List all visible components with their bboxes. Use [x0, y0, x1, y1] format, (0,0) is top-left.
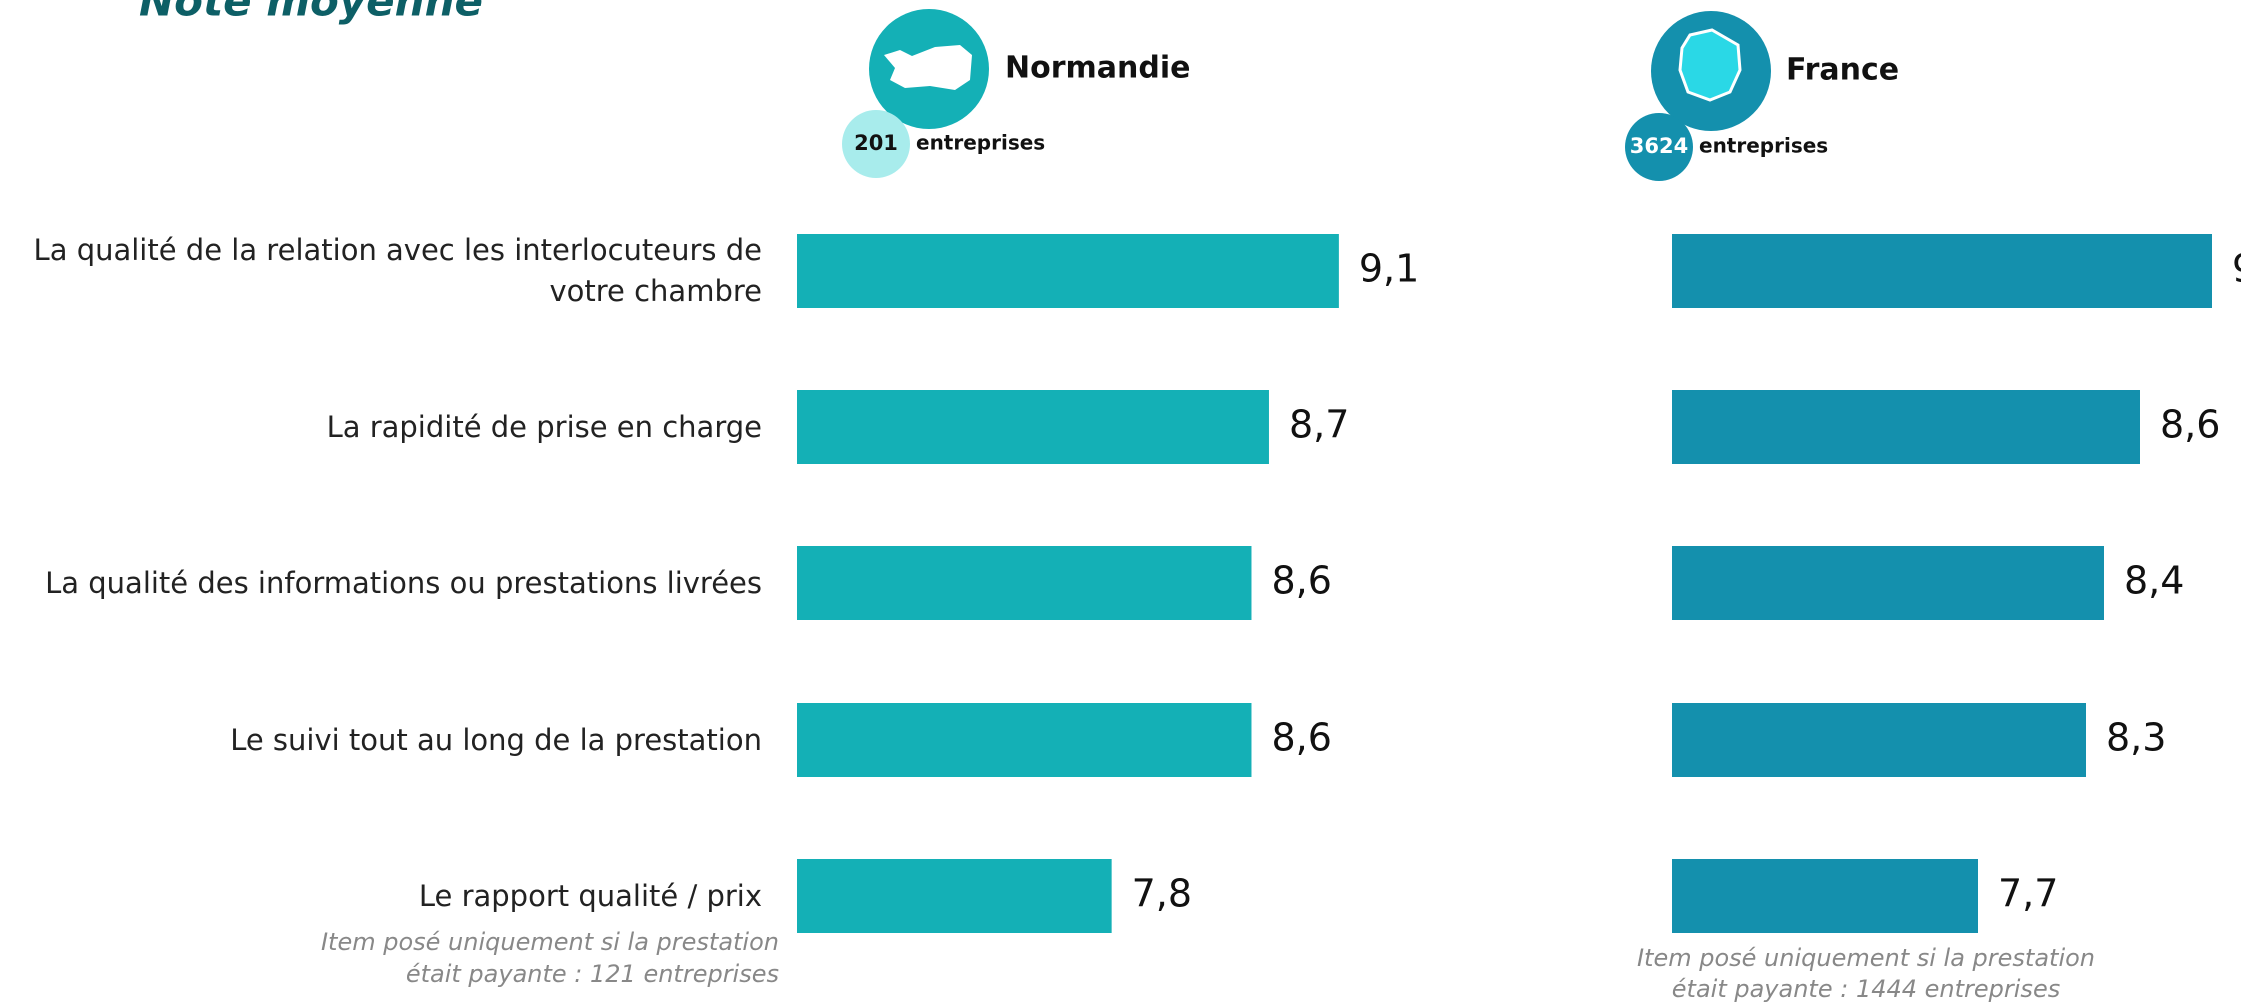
value-label: 7,7: [1998, 872, 2058, 916]
bar: [1672, 546, 2104, 620]
bar: [797, 546, 1252, 620]
count-badge: [842, 110, 910, 178]
category-label: La qualité des informations ou prestatio…: [45, 565, 762, 600]
bar: [797, 703, 1252, 777]
category-label: Le suivi tout au long de la prestation: [230, 722, 762, 757]
value-label: 9: [2232, 247, 2241, 291]
category-label: Le rapport qualité / prix: [418, 878, 762, 913]
chart-title: Normandie: [1005, 51, 1190, 86]
value-label: 8,4: [2124, 559, 2184, 603]
bar: [1672, 703, 2086, 777]
value-label: 8,7: [1289, 403, 1349, 447]
bar: [1672, 234, 2212, 308]
value-label: 8,6: [2160, 403, 2220, 447]
category-label: La qualité de la relation avec les inter…: [33, 233, 762, 308]
page-title: Note moyenne: [139, 0, 483, 26]
category-label: La rapidité de prise en charge: [326, 409, 762, 444]
count: 3624: [1630, 134, 1688, 158]
note: était payante : 121 entreprises: [406, 960, 779, 988]
count-badge: [1625, 113, 1693, 181]
region-map: [884, 45, 972, 90]
value-label: 7,8: [1132, 872, 1192, 916]
bar: [797, 390, 1269, 464]
value-label: 8,6: [1271, 716, 1331, 760]
bar: [797, 234, 1339, 308]
chart-title: France: [1786, 53, 1899, 88]
bar: [1672, 390, 2140, 464]
note: Item posé uniquement si la prestation: [321, 928, 779, 956]
value-label: 8,3: [2106, 716, 2166, 760]
bar: [1672, 859, 1978, 933]
note: était payante : 1444 entreprises: [1672, 975, 2060, 1003]
value-label: 8,6: [1271, 559, 1331, 603]
bar: [797, 859, 1112, 933]
value-label: 9,1: [1359, 247, 1419, 291]
note: Item posé uniquement si la prestation: [1637, 944, 2095, 972]
count: 201: [854, 131, 898, 155]
count-label: entreprises: [916, 131, 1045, 155]
count-label: entreprises: [1699, 134, 1828, 158]
country-map: [1678, 28, 1742, 102]
